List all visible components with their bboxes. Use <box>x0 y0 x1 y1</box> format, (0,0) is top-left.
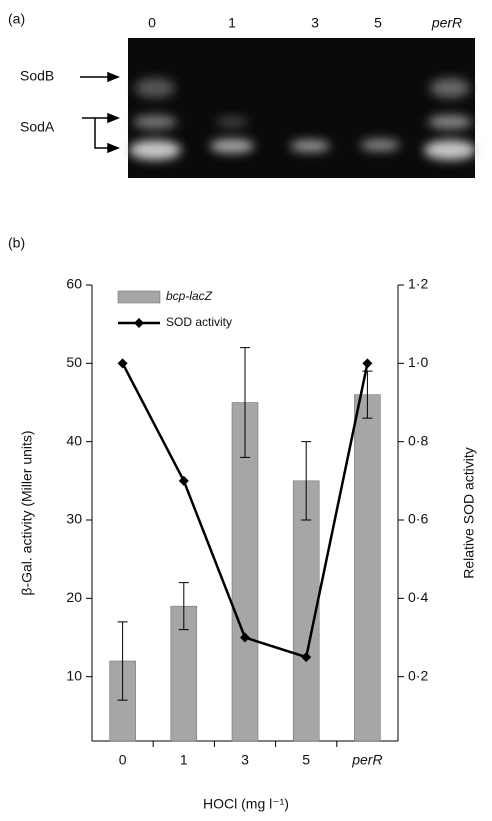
band-label: SodB <box>20 68 54 84</box>
legend-label: bcp-lacZ <box>166 289 213 303</box>
legend-swatch <box>118 291 160 303</box>
x-tick-label: 3 <box>241 752 249 768</box>
y-axis-label: β-Gal. activity (Miller units) <box>19 430 35 595</box>
y-tick-label: 50 <box>66 354 82 370</box>
panel-label: (a) <box>8 11 25 27</box>
lane-label: 3 <box>311 15 319 31</box>
y-tick-label: 60 <box>66 276 82 292</box>
y2-tick-label: 1·0 <box>408 354 428 370</box>
band-label: SodA <box>20 119 55 135</box>
y-tick-label: 10 <box>66 667 82 683</box>
x-tick-label: 1 <box>180 752 188 768</box>
lane-label: 1 <box>228 15 236 31</box>
legend-label: SOD activity <box>166 315 232 329</box>
figure: (a) 0 1 3 5 perR SodB SodA (b) HOCl (mg … <box>0 0 492 821</box>
y2-axis-label: Relative SOD activity <box>461 447 477 578</box>
lane-label: 0 <box>148 15 156 31</box>
y-tick-label: 40 <box>66 432 82 448</box>
legend-marker <box>134 318 144 328</box>
marker <box>179 476 189 486</box>
x-tick-label: perR <box>351 752 382 768</box>
y2-tick-label: 0·6 <box>408 511 428 527</box>
y-tick-label: 30 <box>66 511 82 527</box>
y2-tick-label: 0·8 <box>408 432 428 448</box>
marker <box>118 358 128 368</box>
x-tick-label: 0 <box>119 752 127 768</box>
band-arrows <box>80 73 118 152</box>
x-tick-label: 5 <box>302 752 310 768</box>
y2-tick-label: 0·2 <box>408 667 428 683</box>
lane-label: 5 <box>374 15 382 31</box>
y-tick-label: 20 <box>66 589 82 605</box>
panel-label: (b) <box>8 235 25 251</box>
x-axis-label: HOCl (mg l⁻¹) <box>203 796 289 812</box>
y2-tick-label: 0·4 <box>408 589 428 605</box>
marker <box>362 358 372 368</box>
bar <box>354 395 380 741</box>
lane-label: perR <box>431 15 462 31</box>
y2-tick-label: 1·2 <box>408 276 428 292</box>
gel-image <box>128 38 475 178</box>
